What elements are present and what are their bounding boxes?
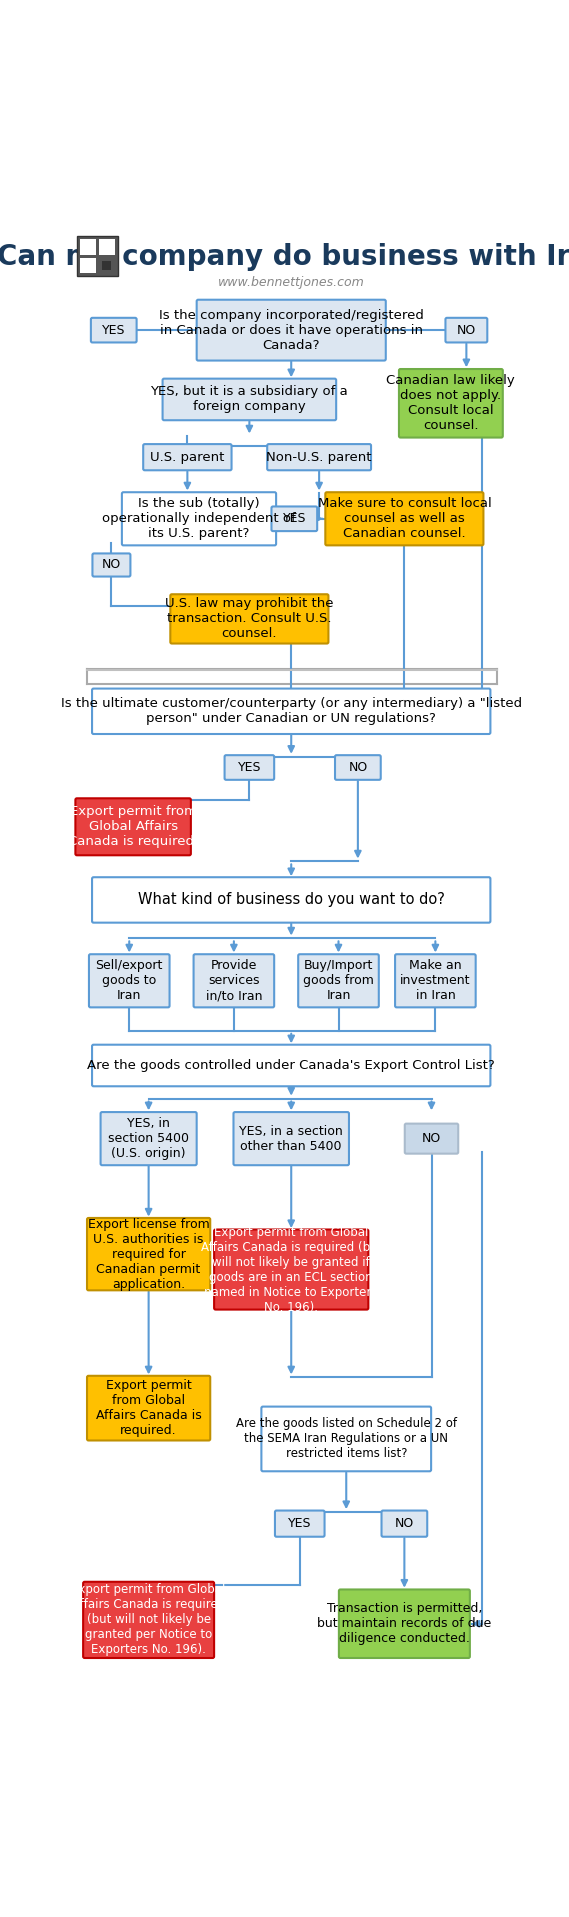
Text: NO: NO [422, 1133, 441, 1144]
FancyBboxPatch shape [102, 261, 112, 270]
Text: Non-U.S. parent: Non-U.S. parent [266, 450, 372, 464]
Text: U.S. parent: U.S. parent [150, 450, 225, 464]
Text: www.bennettjones.com: www.bennettjones.com [218, 276, 365, 289]
Text: Make an
investment
in Iran: Make an investment in Iran [400, 958, 471, 1003]
FancyBboxPatch shape [92, 554, 130, 577]
FancyBboxPatch shape [99, 257, 114, 272]
FancyBboxPatch shape [339, 1589, 470, 1658]
Text: Are the goods listed on Schedule 2 of
the SEMA Iran Regulations or a UN
restrict: Are the goods listed on Schedule 2 of th… [236, 1417, 457, 1461]
Text: Provide
services
in/to Iran: Provide services in/to Iran [205, 958, 262, 1003]
FancyBboxPatch shape [197, 299, 386, 360]
FancyBboxPatch shape [89, 955, 170, 1006]
Text: Are the goods controlled under Canada's Export Control List?: Are the goods controlled under Canada's … [88, 1058, 495, 1072]
FancyBboxPatch shape [80, 240, 96, 255]
FancyBboxPatch shape [233, 1112, 349, 1166]
FancyBboxPatch shape [80, 257, 96, 272]
FancyBboxPatch shape [143, 445, 232, 470]
Text: Is the ultimate customer/counterparty (or any intermediary) a "listed
person" un: Is the ultimate customer/counterparty (o… [61, 698, 522, 725]
Text: YES: YES [238, 761, 261, 774]
FancyBboxPatch shape [275, 1511, 324, 1537]
Text: YES: YES [288, 1516, 311, 1530]
FancyBboxPatch shape [101, 1112, 197, 1166]
Text: What kind of business do you want to do?: What kind of business do you want to do? [138, 893, 444, 907]
FancyBboxPatch shape [75, 797, 191, 855]
FancyBboxPatch shape [335, 755, 381, 780]
Text: Sell/export
goods to
Iran: Sell/export goods to Iran [96, 958, 163, 1003]
FancyBboxPatch shape [163, 380, 336, 420]
Text: Canadian law likely
does not apply.
Consult local
counsel.: Canadian law likely does not apply. Cons… [386, 374, 516, 433]
Text: YES, but it is a subsidiary of a
foreign company: YES, but it is a subsidiary of a foreign… [150, 385, 348, 414]
FancyBboxPatch shape [271, 506, 317, 531]
Text: Export permit from Global
Affairs Canada is required (but
will not likely be gra: Export permit from Global Affairs Canada… [200, 1225, 382, 1313]
FancyBboxPatch shape [99, 240, 114, 255]
Text: Can my company do business with Iran?: Can my company do business with Iran? [0, 243, 569, 270]
Text: NO: NO [457, 324, 476, 337]
FancyBboxPatch shape [214, 1229, 368, 1309]
Text: Buy/Import
goods from
Iran: Buy/Import goods from Iran [303, 958, 374, 1003]
FancyBboxPatch shape [170, 594, 328, 644]
FancyBboxPatch shape [261, 1407, 431, 1470]
Text: YES: YES [283, 512, 306, 525]
FancyBboxPatch shape [399, 370, 503, 437]
FancyBboxPatch shape [122, 493, 276, 544]
Text: Transaction is permitted,
but maintain records of due
diligence conducted.: Transaction is permitted, but maintain r… [318, 1603, 492, 1645]
FancyBboxPatch shape [87, 1376, 210, 1440]
FancyBboxPatch shape [298, 955, 379, 1006]
Text: Export permit
from Global
Affairs Canada is
required.: Export permit from Global Affairs Canada… [96, 1378, 201, 1438]
FancyBboxPatch shape [446, 318, 487, 343]
FancyBboxPatch shape [193, 955, 274, 1006]
FancyBboxPatch shape [91, 318, 137, 343]
Text: NO: NO [395, 1516, 414, 1530]
Text: NO: NO [102, 558, 121, 571]
FancyBboxPatch shape [92, 688, 490, 734]
FancyBboxPatch shape [405, 1123, 458, 1154]
FancyBboxPatch shape [77, 236, 118, 276]
Text: YES, in
section 5400
(U.S. origin): YES, in section 5400 (U.S. origin) [108, 1118, 189, 1160]
FancyBboxPatch shape [267, 445, 371, 470]
Text: Is the sub (totally)
operationally independent of
its U.S. parent?: Is the sub (totally) operationally indep… [102, 497, 296, 541]
FancyBboxPatch shape [381, 1511, 427, 1537]
Text: Is the company incorporated/registered
in Canada or does it have operations in
C: Is the company incorporated/registered i… [159, 309, 424, 351]
FancyBboxPatch shape [325, 493, 484, 544]
FancyBboxPatch shape [87, 1217, 210, 1290]
Text: YES, in a section
other than 5400: YES, in a section other than 5400 [240, 1125, 343, 1152]
Text: Export permit from
Global Affairs
Canada is required.: Export permit from Global Affairs Canada… [68, 805, 198, 849]
FancyBboxPatch shape [395, 955, 476, 1006]
Text: U.S. law may prohibit the
transaction. Consult U.S.
counsel.: U.S. law may prohibit the transaction. C… [165, 598, 333, 640]
Text: Make sure to consult local
counsel as well as
Canadian counsel.: Make sure to consult local counsel as we… [318, 497, 491, 541]
Text: Export permit from Global
Affairs Canada is required
(but will not likely be
gra: Export permit from Global Affairs Canada… [72, 1583, 226, 1656]
Text: Export license from
U.S. authorities is
required for
Canadian permit
application: Export license from U.S. authorities is … [88, 1217, 209, 1290]
FancyBboxPatch shape [225, 755, 274, 780]
FancyBboxPatch shape [83, 1582, 214, 1658]
FancyBboxPatch shape [92, 878, 490, 922]
FancyBboxPatch shape [92, 1045, 490, 1087]
Text: NO: NO [348, 761, 368, 774]
Text: YES: YES [102, 324, 126, 337]
